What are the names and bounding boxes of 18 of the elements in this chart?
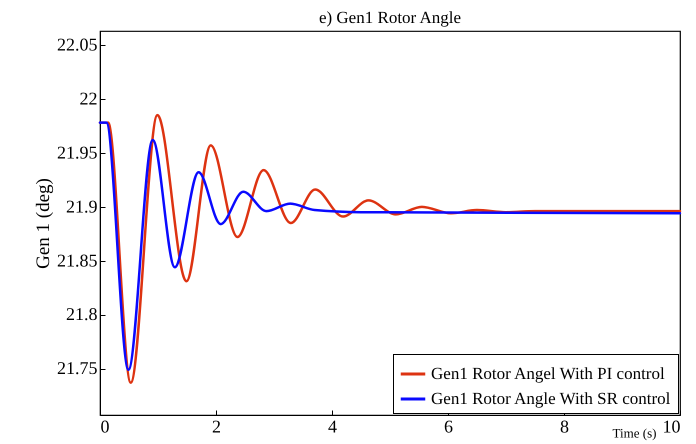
y-tick-label: 22.05 [57,34,98,55]
x-tick-label: 0 [100,416,110,436]
x-tick-label: 10 [662,416,680,436]
y-tick-label: 21.95 [57,142,98,162]
legend-label: Gen1 Rotor Angel With PI control [431,364,665,383]
y-tick-label: 21.8 [66,304,98,324]
chart-title: e) Gen1 Rotor Angle [318,8,462,27]
x-tick-label: 8 [560,416,569,436]
y-tick-label: 21.75 [57,358,98,378]
x-tick-label: 2 [212,416,221,436]
y-axis-title: Gen 1 (deg) [33,178,54,269]
y-tick-label: 21.85 [57,250,98,270]
x-tick-label: 4 [328,416,337,436]
legend-label: Gen1 Rotor Angle With SR control [431,389,671,408]
x-tick-label: 6 [444,416,453,436]
y-tick-label: 22 [80,88,98,108]
x-axis-title: Time (s) [612,426,656,440]
y-tick-label: 21.9 [66,196,98,216]
